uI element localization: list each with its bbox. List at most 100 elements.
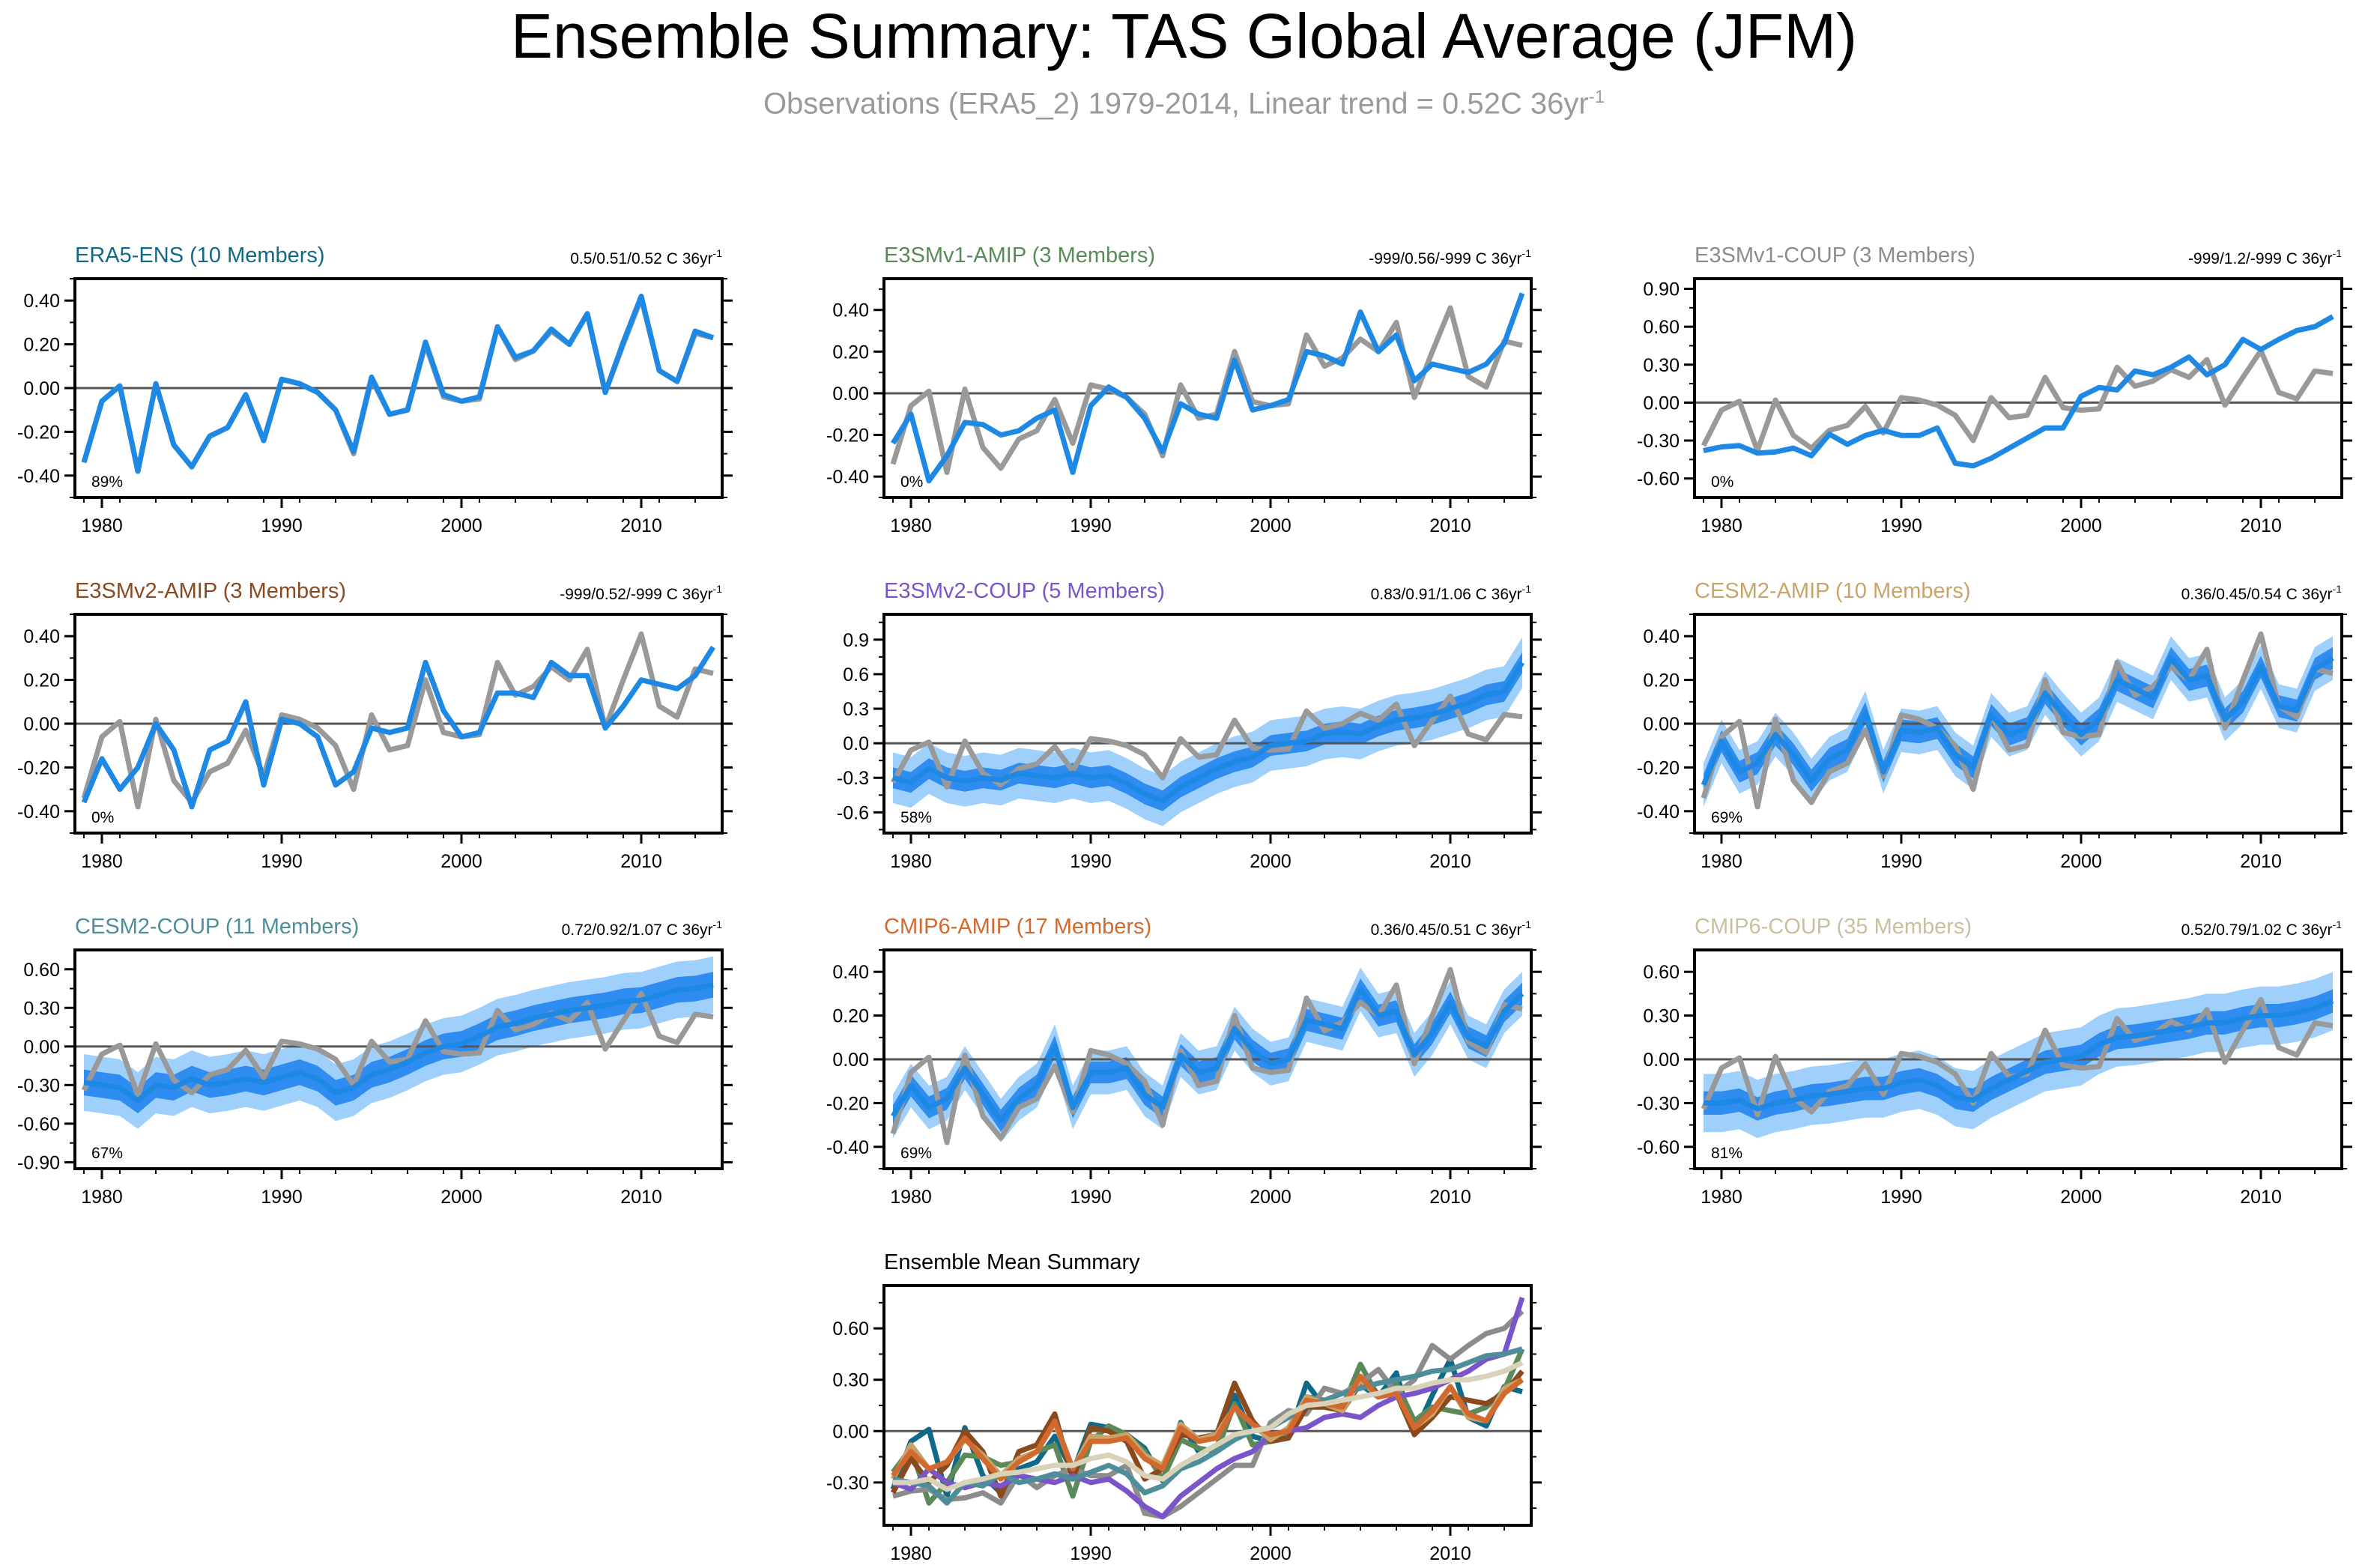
model-mean-line xyxy=(81,645,715,810)
y-tick-label: -0.40 xyxy=(17,466,60,487)
y-tick-label: 0.00 xyxy=(832,1050,869,1071)
x-tick-label: 2010 xyxy=(1429,1543,1471,1564)
plot-area xyxy=(884,292,1531,484)
trend-exponent: -1 xyxy=(1522,247,1532,259)
x-tick-label: 2000 xyxy=(440,1187,482,1208)
panel-trend-text: -999/1.2/-999 C 36yr-1 xyxy=(2188,247,2342,267)
panel-frame xyxy=(882,613,1533,835)
obs-line xyxy=(890,693,1523,790)
model-mean-line xyxy=(83,981,714,1104)
spread-band-inner xyxy=(1704,647,2333,796)
panel-percent-label: 0% xyxy=(91,809,114,826)
y-tick-label: -0.20 xyxy=(1637,757,1680,778)
x-tick-label: 1980 xyxy=(81,1187,123,1208)
panel-title: Ensemble Mean Summary xyxy=(884,1250,1140,1274)
page-subtitle: Observations (ERA5_2) 1979-2014, Linear … xyxy=(0,78,2368,123)
y-tick-label: 0.30 xyxy=(832,1370,869,1391)
x-tick-label: 2000 xyxy=(1250,1543,1292,1564)
y-tick-label: 0.0 xyxy=(843,733,869,754)
y-tick-label: 0.9 xyxy=(843,630,869,651)
y-tick-label: -0.40 xyxy=(826,1137,869,1158)
y-tick-label: 0.30 xyxy=(23,998,60,1019)
panel-trend-text: 0.83/0.91/1.06 C 36yr-1 xyxy=(1371,583,1532,603)
y-tick-label: 0.00 xyxy=(1643,1050,1680,1071)
obs-line xyxy=(81,990,714,1098)
panel-trend-text: 0.72/0.92/1.07 C 36yr-1 xyxy=(562,918,723,939)
panel-percent-label: 69% xyxy=(1711,809,1742,826)
trend-value: 0.5/0.51/0.52 C 36yr xyxy=(570,250,712,267)
x-tick-label: 2010 xyxy=(1429,515,1471,536)
spread-band-outer xyxy=(893,967,1522,1142)
x-tick-label: 1990 xyxy=(1070,515,1112,536)
panel-trend-text: -999/0.56/-999 C 36yr-1 xyxy=(1369,247,1531,267)
obs-line xyxy=(81,295,714,474)
x-tick-label: 2010 xyxy=(2240,515,2282,536)
y-tick-label: -0.90 xyxy=(17,1152,60,1173)
obs-line xyxy=(1701,348,2334,453)
x-tick-label: 2000 xyxy=(1250,1187,1292,1208)
panel-title: CMIP6-COUP (35 Members) xyxy=(1695,915,1972,939)
panel-7: CESM2-COUP (11 Members) 0.72/0.92/1.07 C … xyxy=(17,915,733,1208)
x-tick-label: 2010 xyxy=(620,515,662,536)
x-tick-label: 1990 xyxy=(1880,1187,1922,1208)
model-mean-line xyxy=(890,987,1524,1124)
y-tick-label: 0.40 xyxy=(832,962,869,983)
y-tick-label: -0.40 xyxy=(1637,802,1680,823)
x-tick-label: 2000 xyxy=(440,851,482,872)
y-tick-label: 0.6 xyxy=(843,665,869,685)
y-tick-label: 0.40 xyxy=(23,626,60,647)
x-tick-label: 1980 xyxy=(1701,851,1742,872)
y-tick-label: -0.20 xyxy=(17,422,60,443)
trend-exponent: -1 xyxy=(2333,583,2343,595)
y-tick-label: -0.20 xyxy=(826,426,869,447)
panel-6: CESM2-AMIP (10 Members) 0.36/0.45/0.54 C … xyxy=(1637,579,2352,872)
panel-trend-text: 0.52/0.79/1.02 C 36yr-1 xyxy=(2181,918,2343,939)
y-tick-label: 0.60 xyxy=(1643,962,1680,983)
x-tick-label: 1990 xyxy=(1880,851,1922,872)
y-tick-label: -0.30 xyxy=(1637,431,1680,452)
trend-value: 0.83/0.91/1.06 C 36yr xyxy=(1371,586,1522,603)
panel-10: Ensemble Mean Summary 0.60 0.30 0.00 -0.30 19… xyxy=(826,1250,1542,1564)
x-tick-label: 2000 xyxy=(2060,851,2102,872)
subtitle-exponent: -1 xyxy=(1588,87,1605,107)
y-tick-label: -0.6 xyxy=(837,802,869,823)
obs-line xyxy=(890,305,1523,476)
trend-value: 0.52/0.79/1.02 C 36yr xyxy=(2181,921,2333,939)
panel-9: CMIP6-COUP (35 Members) 0.52/0.79/1.02 C … xyxy=(1637,915,2352,1208)
plot-area xyxy=(884,1296,1531,1520)
panel-2: E3SMv1-AMIP (3 Members) -999/0.56/-999 C … xyxy=(826,243,1542,536)
y-tick-label: 0.00 xyxy=(1643,393,1680,414)
y-tick-label: -0.60 xyxy=(1637,469,1680,490)
panel-1: ERA5-ENS (10 Members) 0.5/0.51/0.52 C 36y… xyxy=(17,243,733,536)
x-tick-label: 1980 xyxy=(81,851,123,872)
y-tick-label: -0.30 xyxy=(1637,1093,1680,1114)
y-tick-label: -0.60 xyxy=(17,1114,60,1135)
panel-8: CMIP6-AMIP (17 Members) 0.36/0.45/0.51 C … xyxy=(826,915,1542,1208)
panel-percent-label: 0% xyxy=(900,473,923,491)
y-tick-label: -0.40 xyxy=(826,467,869,488)
panel-percent-label: 67% xyxy=(91,1145,123,1162)
panel-5: E3SMv2-COUP (5 Members) 0.83/0.91/1.06 C … xyxy=(837,579,1542,872)
y-tick-label: 0.00 xyxy=(832,1421,869,1442)
plot-area xyxy=(75,293,722,474)
x-tick-label: 2000 xyxy=(1250,515,1292,536)
plot-area xyxy=(1695,631,2342,810)
x-tick-label: 1990 xyxy=(261,851,303,872)
y-tick-label: 0.00 xyxy=(23,378,60,399)
obs-line xyxy=(81,631,714,810)
x-tick-label: 1990 xyxy=(1070,1187,1112,1208)
x-tick-label: 1980 xyxy=(1701,1187,1742,1208)
model-mean-line xyxy=(892,661,1524,804)
x-tick-label: 2000 xyxy=(1250,851,1292,872)
y-tick-label: 0.60 xyxy=(1643,317,1680,338)
spread-band-outer xyxy=(84,956,713,1129)
spread-band-outer xyxy=(893,637,1522,826)
series-line-cmip6-coup xyxy=(893,1360,1524,1492)
panel-percent-label: 89% xyxy=(91,473,123,491)
panel-title: CMIP6-AMIP (17 Members) xyxy=(884,915,1151,939)
x-tick-label: 2010 xyxy=(2240,851,2282,872)
panel-title: E3SMv1-AMIP (3 Members) xyxy=(884,243,1155,267)
y-tick-label: -0.20 xyxy=(17,757,60,778)
x-tick-label: 1990 xyxy=(1880,515,1922,536)
panel-frame xyxy=(1693,277,2343,499)
